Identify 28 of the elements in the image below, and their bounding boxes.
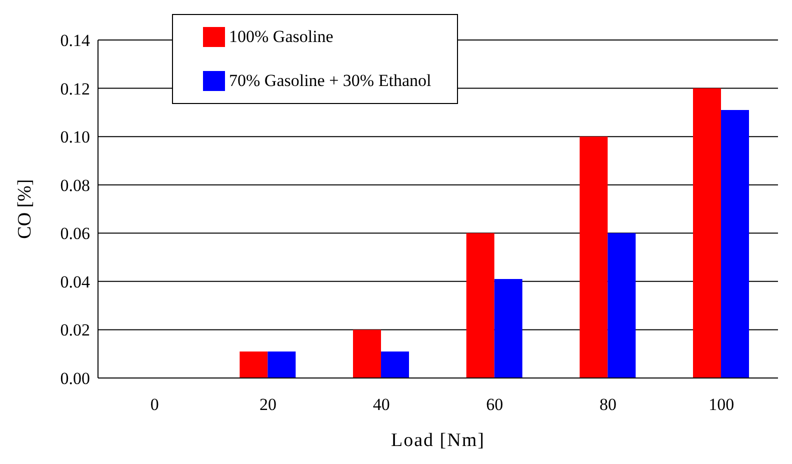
y-tick-label: 0.10 <box>60 128 90 147</box>
x-tick-label: 60 <box>486 395 504 414</box>
bar <box>268 351 296 378</box>
y-tick-label: 0.00 <box>60 369 90 388</box>
x-tick-label: 20 <box>260 395 276 414</box>
legend-label: 70% Gasoline + 30% Ethanol <box>229 71 432 91</box>
bar <box>466 233 494 378</box>
y-axis-title: CO [%] <box>14 179 36 239</box>
bar <box>608 233 636 378</box>
y-tick-label: 0.02 <box>60 320 90 340</box>
bar <box>693 88 721 378</box>
y-tick-label: 0.08 <box>60 176 90 195</box>
y-tick-label: 0.12 <box>60 79 90 98</box>
bar <box>353 330 381 378</box>
x-tick-label: 100 <box>708 395 734 414</box>
bar <box>721 110 749 378</box>
legend-label: 100% Gasoline <box>229 27 334 47</box>
x-tick-label: 0 <box>150 395 159 414</box>
x-tick-label: 40 <box>372 395 390 414</box>
bar <box>494 279 522 378</box>
x-axis-title: Load [Nm] <box>391 430 485 451</box>
y-tick-label: 0.04 <box>60 272 90 292</box>
y-tick-label: 0.14 <box>60 31 90 50</box>
x-tick-label: 80 <box>600 395 616 414</box>
bar <box>381 351 409 378</box>
bar <box>580 136 608 378</box>
y-tick-label: 0.06 <box>60 224 90 244</box>
bar <box>240 351 268 378</box>
